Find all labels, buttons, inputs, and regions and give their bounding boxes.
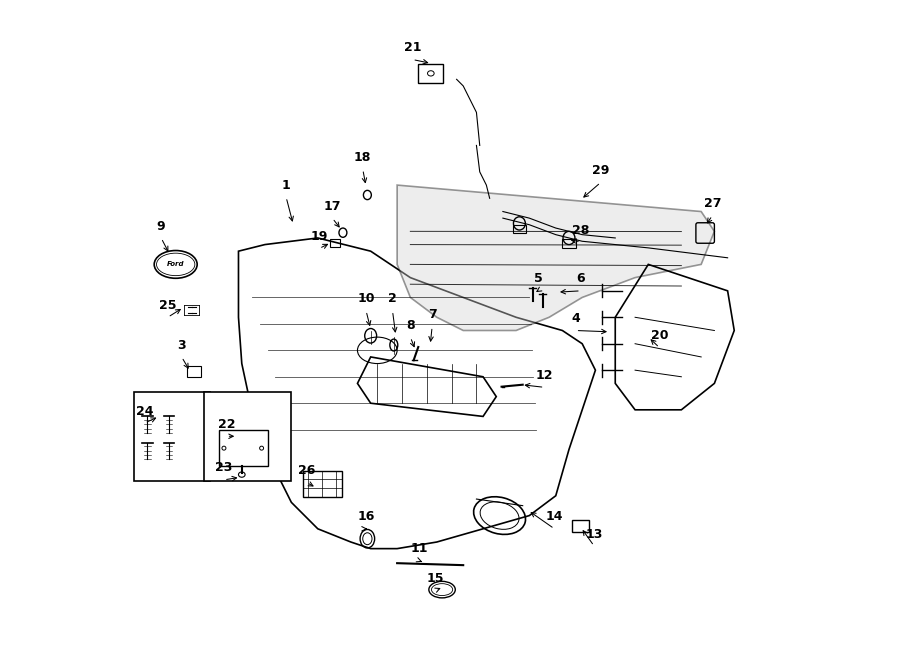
Text: 17: 17 <box>324 200 341 213</box>
Text: 24: 24 <box>136 405 153 418</box>
Text: 4: 4 <box>572 312 580 325</box>
Text: 12: 12 <box>536 369 554 382</box>
Text: 7: 7 <box>428 308 436 321</box>
Text: 6: 6 <box>577 272 585 286</box>
Text: Ford: Ford <box>166 261 184 268</box>
FancyBboxPatch shape <box>204 392 292 481</box>
Text: 5: 5 <box>534 272 543 286</box>
Text: 2: 2 <box>388 292 397 305</box>
Text: 18: 18 <box>354 151 372 164</box>
Text: 1: 1 <box>282 178 291 192</box>
Text: 22: 22 <box>218 418 235 431</box>
FancyBboxPatch shape <box>134 392 210 481</box>
Text: 10: 10 <box>357 292 374 305</box>
Text: 28: 28 <box>572 223 590 237</box>
Text: 3: 3 <box>177 338 186 352</box>
Text: 11: 11 <box>410 542 428 555</box>
Text: 29: 29 <box>592 164 609 177</box>
Text: 25: 25 <box>159 299 176 312</box>
Text: 23: 23 <box>215 461 232 475</box>
Text: 27: 27 <box>704 197 721 210</box>
PathPatch shape <box>397 185 715 330</box>
Text: 14: 14 <box>545 510 563 524</box>
Text: 21: 21 <box>403 41 421 54</box>
Text: 19: 19 <box>310 230 328 243</box>
Text: 8: 8 <box>406 319 415 332</box>
Text: 26: 26 <box>298 464 315 477</box>
Text: 20: 20 <box>651 329 669 342</box>
Text: 16: 16 <box>357 510 374 524</box>
Text: 9: 9 <box>157 219 166 233</box>
Text: 13: 13 <box>585 527 603 541</box>
Text: 15: 15 <box>427 572 445 585</box>
